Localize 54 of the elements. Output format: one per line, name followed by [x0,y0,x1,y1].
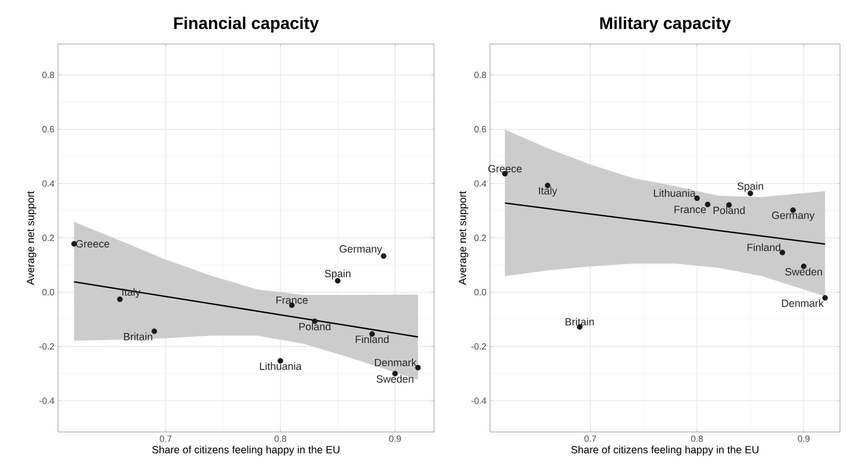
x-tick-label: 0.7 [160,436,172,442]
y-tick-label: 0.8 [474,72,486,78]
point [380,253,386,259]
annotation: Greece [76,240,110,248]
y-tick-label: 0.8 [42,72,54,78]
point [822,295,828,301]
annotation: Greece [488,164,522,172]
y-tick-label: -0.4 [39,398,54,404]
chart-title: Financial capacity [174,16,319,32]
y-tick-label: 0.2 [474,234,486,242]
y-tick-label: -0.2 [471,343,486,350]
point [152,328,158,334]
annotation: Sweden [376,375,414,383]
annotation: Britain [124,332,152,340]
y-tick-label: 0.4 [474,180,486,187]
annotation: Sweden [785,268,822,276]
y-axis-title: Average net support [458,191,468,285]
annotation: Denmark [782,299,824,307]
annotation: France [674,206,706,214]
annotation: France [276,296,308,304]
annotation: Finland [748,243,780,252]
x-tick-label: 0.9 [798,436,810,442]
annotation: Lithuania [654,189,696,197]
point [780,250,786,256]
y-tick-label: -0.4 [471,398,486,404]
annotation: Spain [324,270,350,280]
y-tick-label: 0.0 [474,288,486,296]
annotation: Denmark [374,358,417,366]
y-tick-label: 0.6 [474,126,486,132]
annotation: Poland [299,322,330,330]
annotation: Lithuania [260,362,302,370]
x-tick-label: 0.7 [584,436,596,442]
annotation: Poland [714,206,745,214]
annotation: Italy [539,186,558,197]
x-axis-title: Share of citizens feeling happy in the EU [571,446,758,456]
chart-title: Military capacity [600,16,731,32]
point [117,296,123,302]
annotation: Finland [356,335,389,344]
y-tick-label: 0.6 [42,126,54,132]
x-tick-label: 0.8 [691,436,703,442]
point [415,364,421,370]
y-tick-label: -0.2 [39,343,54,350]
y-tick-label: 0.0 [42,288,54,296]
annotation: Germany [340,245,382,255]
x-tick-label: 0.8 [274,436,286,442]
annotation: Spain [737,182,764,192]
y-tick-label: 0.2 [42,234,54,242]
annotation: Britain [566,318,594,326]
y-tick-label: 0.4 [42,180,54,187]
annotation: Germany [772,212,815,222]
y-axis-title: Average net support [26,191,36,285]
x-axis-title: Share of citizens feeling happy in the EU [152,446,340,456]
point [704,202,710,208]
x-tick-label: 0.9 [389,436,401,442]
